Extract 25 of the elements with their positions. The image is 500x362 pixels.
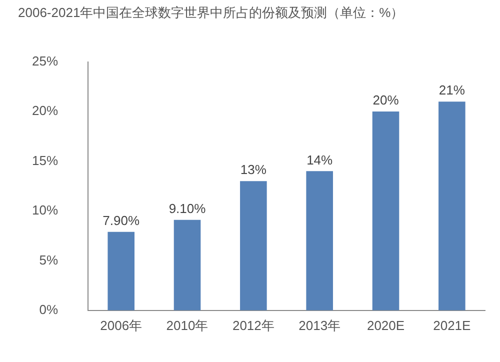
bar xyxy=(174,220,201,310)
y-tick-label: 0% xyxy=(39,302,58,317)
y-tick-label: 20% xyxy=(32,103,58,118)
y-tick-label: 15% xyxy=(32,152,58,168)
x-tick-label: 2021E xyxy=(433,318,472,333)
data-label: 7.90% xyxy=(102,212,140,228)
bar xyxy=(372,112,400,310)
y-tick-label: 10% xyxy=(32,202,58,218)
y-tick-label: 5% xyxy=(39,252,58,268)
x-tick-label: 2006年 xyxy=(100,318,142,333)
y-tick-label: 25% xyxy=(32,53,58,68)
bar xyxy=(438,102,466,310)
x-tick-label: 2020E xyxy=(366,318,405,333)
data-label: 13% xyxy=(240,162,267,178)
data-label: 14% xyxy=(306,152,334,168)
data-label: 20% xyxy=(372,92,400,108)
bar xyxy=(306,171,333,310)
x-tick-label: 2013年 xyxy=(298,318,341,333)
x-tick-label: 2010年 xyxy=(166,318,208,333)
x-tick-label: 2012年 xyxy=(232,318,274,333)
data-label: 21% xyxy=(438,82,466,98)
bar xyxy=(240,181,267,310)
chart-title: 2006-2021年中国在全球数字世界中所占的份额及预测（单位：%） xyxy=(17,4,405,22)
bar xyxy=(108,232,134,310)
data-label: 9.10% xyxy=(168,200,206,216)
